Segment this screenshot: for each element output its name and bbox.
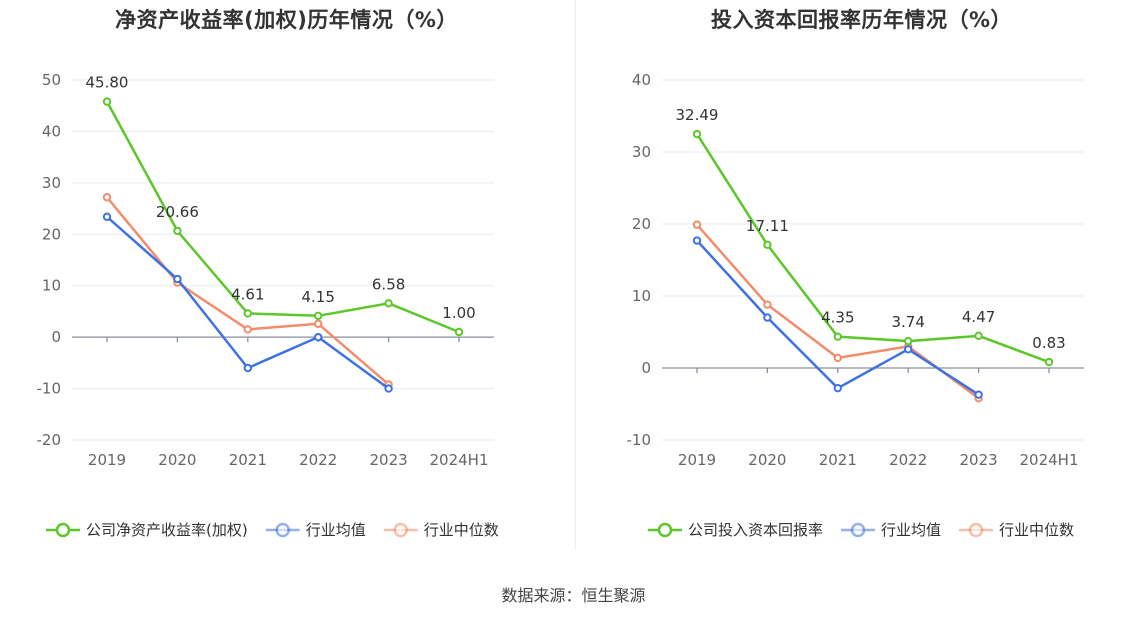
data-point — [243, 325, 253, 334]
x-tick-label: 2024H1 — [430, 451, 489, 469]
data-label: 32.49 — [676, 106, 719, 124]
chart-roic: 投入资本回报率历年情况（%） -10 0 10 20 30 40 2019 2020 2021 2… — [575, 0, 1147, 560]
legend-swatch-marker — [968, 522, 984, 538]
legend-swatch-marker — [657, 522, 673, 538]
data-point — [833, 332, 842, 341]
data-label: 4.15 — [301, 288, 334, 306]
data-label: 20.66 — [156, 203, 199, 221]
x-tick-label: 2023 — [960, 451, 998, 469]
data-point — [904, 336, 913, 346]
data-point — [173, 274, 182, 284]
data-point — [833, 383, 842, 393]
data-point — [384, 384, 393, 393]
y-tick-label: -20 — [37, 431, 62, 449]
legend-swatch-marker — [393, 522, 408, 538]
y-tick-label: 40 — [42, 122, 61, 140]
y-tick-label: 50 — [42, 71, 61, 89]
data-point — [763, 313, 772, 322]
data-point — [102, 193, 112, 202]
data-point — [243, 309, 253, 318]
x-tick-label: 2021 — [819, 451, 857, 469]
legend-swatch-marker — [275, 522, 290, 538]
data-label: 3.74 — [891, 313, 924, 331]
data-point — [102, 212, 112, 222]
data-label: 4.61 — [231, 285, 264, 303]
data-point — [384, 299, 393, 308]
y-tick-label: 10 — [42, 277, 61, 295]
legend-label: 行业均值 — [306, 521, 366, 539]
legend-item: 公司投入资本回报率 — [648, 521, 823, 539]
data-point — [314, 319, 323, 328]
data-point — [243, 363, 253, 373]
data-source-label: 数据来源：恒生聚源 — [501, 586, 646, 605]
data-point — [833, 353, 842, 363]
x-tick-label: 2022 — [889, 451, 927, 469]
data-point — [314, 332, 323, 342]
data-point — [173, 226, 182, 236]
data-point — [974, 390, 983, 399]
x-tick-label: 2023 — [370, 451, 408, 469]
data-point — [692, 220, 702, 229]
y-tick-label: -10 — [627, 431, 652, 449]
data-point — [904, 345, 913, 354]
chart-roe: 净资产收益率(加权)历年情况（%） -20 -10 0 10 20 30 40 50 2019 2… — [0, 0, 573, 560]
data-point — [974, 331, 983, 341]
chart-title: 投入资本回报率历年情况（%） — [710, 8, 1013, 32]
y-tick-label: -10 — [37, 380, 62, 398]
data-point — [454, 327, 464, 337]
series-line — [695, 133, 1050, 364]
x-tick-label: 2020 — [748, 451, 786, 469]
data-point — [763, 300, 772, 309]
data-label: 4.35 — [821, 309, 854, 327]
y-tick-label: 0 — [51, 328, 61, 346]
legend-label: 行业均值 — [881, 521, 941, 539]
data-point — [692, 236, 702, 245]
x-tick-label: 2022 — [299, 451, 337, 469]
legend-label: 行业中位数 — [424, 521, 499, 539]
data-label: 17.11 — [746, 217, 789, 235]
legend-label: 行业中位数 — [999, 521, 1074, 539]
chart-roe-plot: -20 -10 0 10 20 30 40 50 2019 2020 2021 2022 2023 202… — [37, 71, 499, 539]
legend-label: 公司投入资本回报率 — [688, 521, 823, 539]
data-label: 4.47 — [962, 308, 995, 326]
legend-item: 行业中位数 — [959, 521, 1074, 539]
y-tick-label: 20 — [42, 225, 61, 243]
x-tick-label: 2020 — [158, 451, 196, 469]
x-tick-label: 2019 — [88, 451, 126, 469]
data-point — [692, 129, 702, 139]
legend-swatch-marker — [850, 522, 866, 538]
legend-item: 行业均值 — [841, 521, 941, 539]
data-point — [102, 97, 112, 106]
series-line — [105, 101, 460, 334]
data-label: 6.58 — [372, 275, 405, 293]
data-label: 45.80 — [86, 74, 129, 92]
y-tick-label: 30 — [42, 174, 61, 192]
data-point — [314, 311, 323, 320]
x-tick-label: 2021 — [229, 451, 267, 469]
y-tick-label: 0 — [641, 359, 651, 377]
x-tick-label: 2019 — [678, 451, 716, 469]
y-tick-label: 30 — [632, 143, 651, 161]
data-label: 1.00 — [442, 304, 475, 322]
legend-label: 公司净资产收益率(加权) — [86, 521, 248, 539]
data-point — [1044, 357, 1054, 367]
x-tick-label: 2024H1 — [1020, 451, 1079, 469]
data-label: 0.83 — [1032, 334, 1065, 352]
y-tick-label: 10 — [632, 287, 651, 305]
panel-divider — [575, 0, 576, 550]
legend-item: 公司净资产收益率(加权) — [46, 521, 248, 539]
data-point — [763, 240, 772, 250]
chart-roic-plot: -10 0 10 20 30 40 2019 2020 2021 2022 2023 2024H1 32… — [627, 71, 1084, 539]
y-tick-label: 20 — [632, 215, 651, 233]
legend-item: 行业均值 — [265, 521, 366, 539]
legend-swatch-marker — [55, 522, 71, 538]
legend-item: 行业中位数 — [383, 521, 499, 539]
chart-title: 净资产收益率(加权)历年情况（%） — [115, 8, 458, 32]
y-tick-label: 40 — [632, 71, 651, 89]
